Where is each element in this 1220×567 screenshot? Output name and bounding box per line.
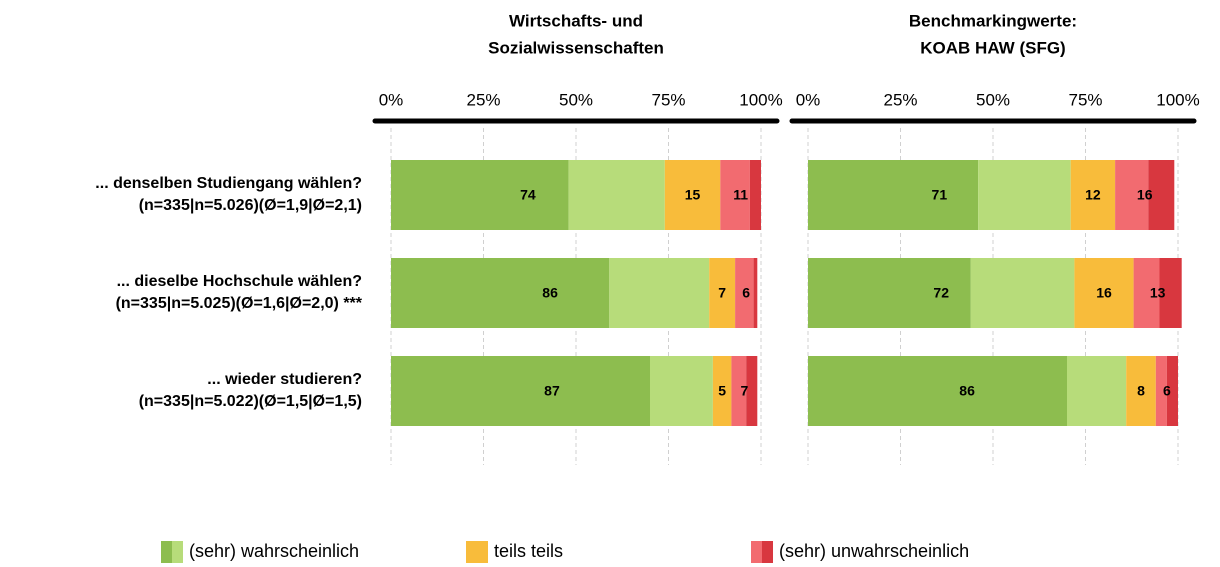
bar-segment — [1115, 160, 1149, 230]
category-label: (n=335|n=5.025)(Ø=1,6|Ø=2,0) *** — [116, 295, 363, 312]
bar-segment — [749, 160, 761, 230]
category-label: ... denselben Studiengang wählen? — [95, 175, 362, 192]
bar-segment — [709, 258, 736, 328]
bar-segment — [808, 356, 1067, 426]
bar-segment — [1070, 160, 1116, 230]
value-label: 12 — [1085, 187, 1101, 203]
value-label: 74 — [520, 187, 536, 203]
bar-segment — [970, 258, 1075, 328]
bar-segment — [1126, 356, 1156, 426]
value-label: 72 — [933, 285, 949, 301]
bar-segment — [1155, 356, 1167, 426]
value-label: 8 — [1137, 383, 1145, 399]
x-tick-label: 25% — [466, 90, 500, 109]
bar-segment — [735, 258, 754, 328]
bar-segment — [808, 160, 979, 230]
legend-label: teils teils — [494, 541, 563, 561]
category-label: (n=335|n=5.022)(Ø=1,5|Ø=1,5) — [139, 393, 362, 410]
value-label: 16 — [1096, 285, 1112, 301]
value-label: 71 — [932, 187, 948, 203]
bar-segment — [720, 160, 750, 230]
value-label: 6 — [1163, 383, 1171, 399]
x-tick-label: 0% — [796, 90, 821, 109]
bar-segment — [391, 258, 610, 328]
value-label: 15 — [685, 187, 701, 203]
bar-segment — [978, 160, 1071, 230]
x-tick-label: 100% — [1156, 90, 1199, 109]
bar-segment — [650, 356, 713, 426]
bar-segment — [731, 356, 747, 426]
legend-swatch — [751, 541, 762, 563]
bar-segment — [753, 258, 758, 328]
bar-segment — [746, 356, 758, 426]
bar-segment — [808, 258, 971, 328]
x-tick-label: 75% — [1068, 90, 1102, 109]
bar-segment — [1159, 258, 1182, 328]
panel-title: KOAB HAW (SFG) — [920, 38, 1065, 57]
value-label: 16 — [1137, 187, 1153, 203]
legend-swatch — [161, 541, 172, 563]
bar-segment — [1067, 356, 1127, 426]
category-label: ... dieselbe Hochschule wählen? — [117, 273, 362, 290]
category-label: (n=335|n=5.026)(Ø=1,9|Ø=2,1) — [139, 197, 362, 214]
x-tick-label: 25% — [883, 90, 917, 109]
x-tick-label: 0% — [379, 90, 404, 109]
legend-swatch — [466, 541, 488, 563]
value-label: 11 — [733, 187, 748, 203]
value-label: 13 — [1150, 285, 1166, 301]
bar-segment — [1148, 160, 1175, 230]
bar-segment — [391, 356, 650, 426]
value-label: 7 — [740, 383, 748, 399]
value-label: 6 — [742, 285, 750, 301]
bar-segment — [609, 258, 710, 328]
value-label: 87 — [544, 383, 560, 399]
bar-segment — [712, 356, 732, 426]
value-label: 5 — [718, 383, 726, 399]
bar-segment — [568, 160, 665, 230]
legend-label: (sehr) wahrscheinlich — [189, 541, 359, 561]
legend-label: (sehr) unwahrscheinlich — [779, 541, 969, 561]
x-tick-label: 100% — [739, 90, 782, 109]
x-tick-label: 75% — [651, 90, 685, 109]
value-label: 7 — [718, 285, 726, 301]
panel-title: Benchmarkingwerte: — [909, 11, 1077, 30]
bar-segment — [1166, 356, 1178, 426]
bar-segment — [391, 160, 569, 230]
value-label: 86 — [959, 383, 975, 399]
category-label: ... wieder studieren? — [207, 371, 362, 388]
value-label: 86 — [542, 285, 558, 301]
bar-segment — [1074, 258, 1134, 328]
legend-swatch — [762, 541, 773, 563]
bar-segment — [664, 160, 721, 230]
x-tick-label: 50% — [976, 90, 1010, 109]
panel-title: Wirtschafts- und — [509, 11, 643, 30]
bar-segment — [1133, 258, 1160, 328]
panel-title: Sozialwissenschaften — [488, 38, 664, 57]
legend-swatch — [172, 541, 183, 563]
x-tick-label: 50% — [559, 90, 593, 109]
